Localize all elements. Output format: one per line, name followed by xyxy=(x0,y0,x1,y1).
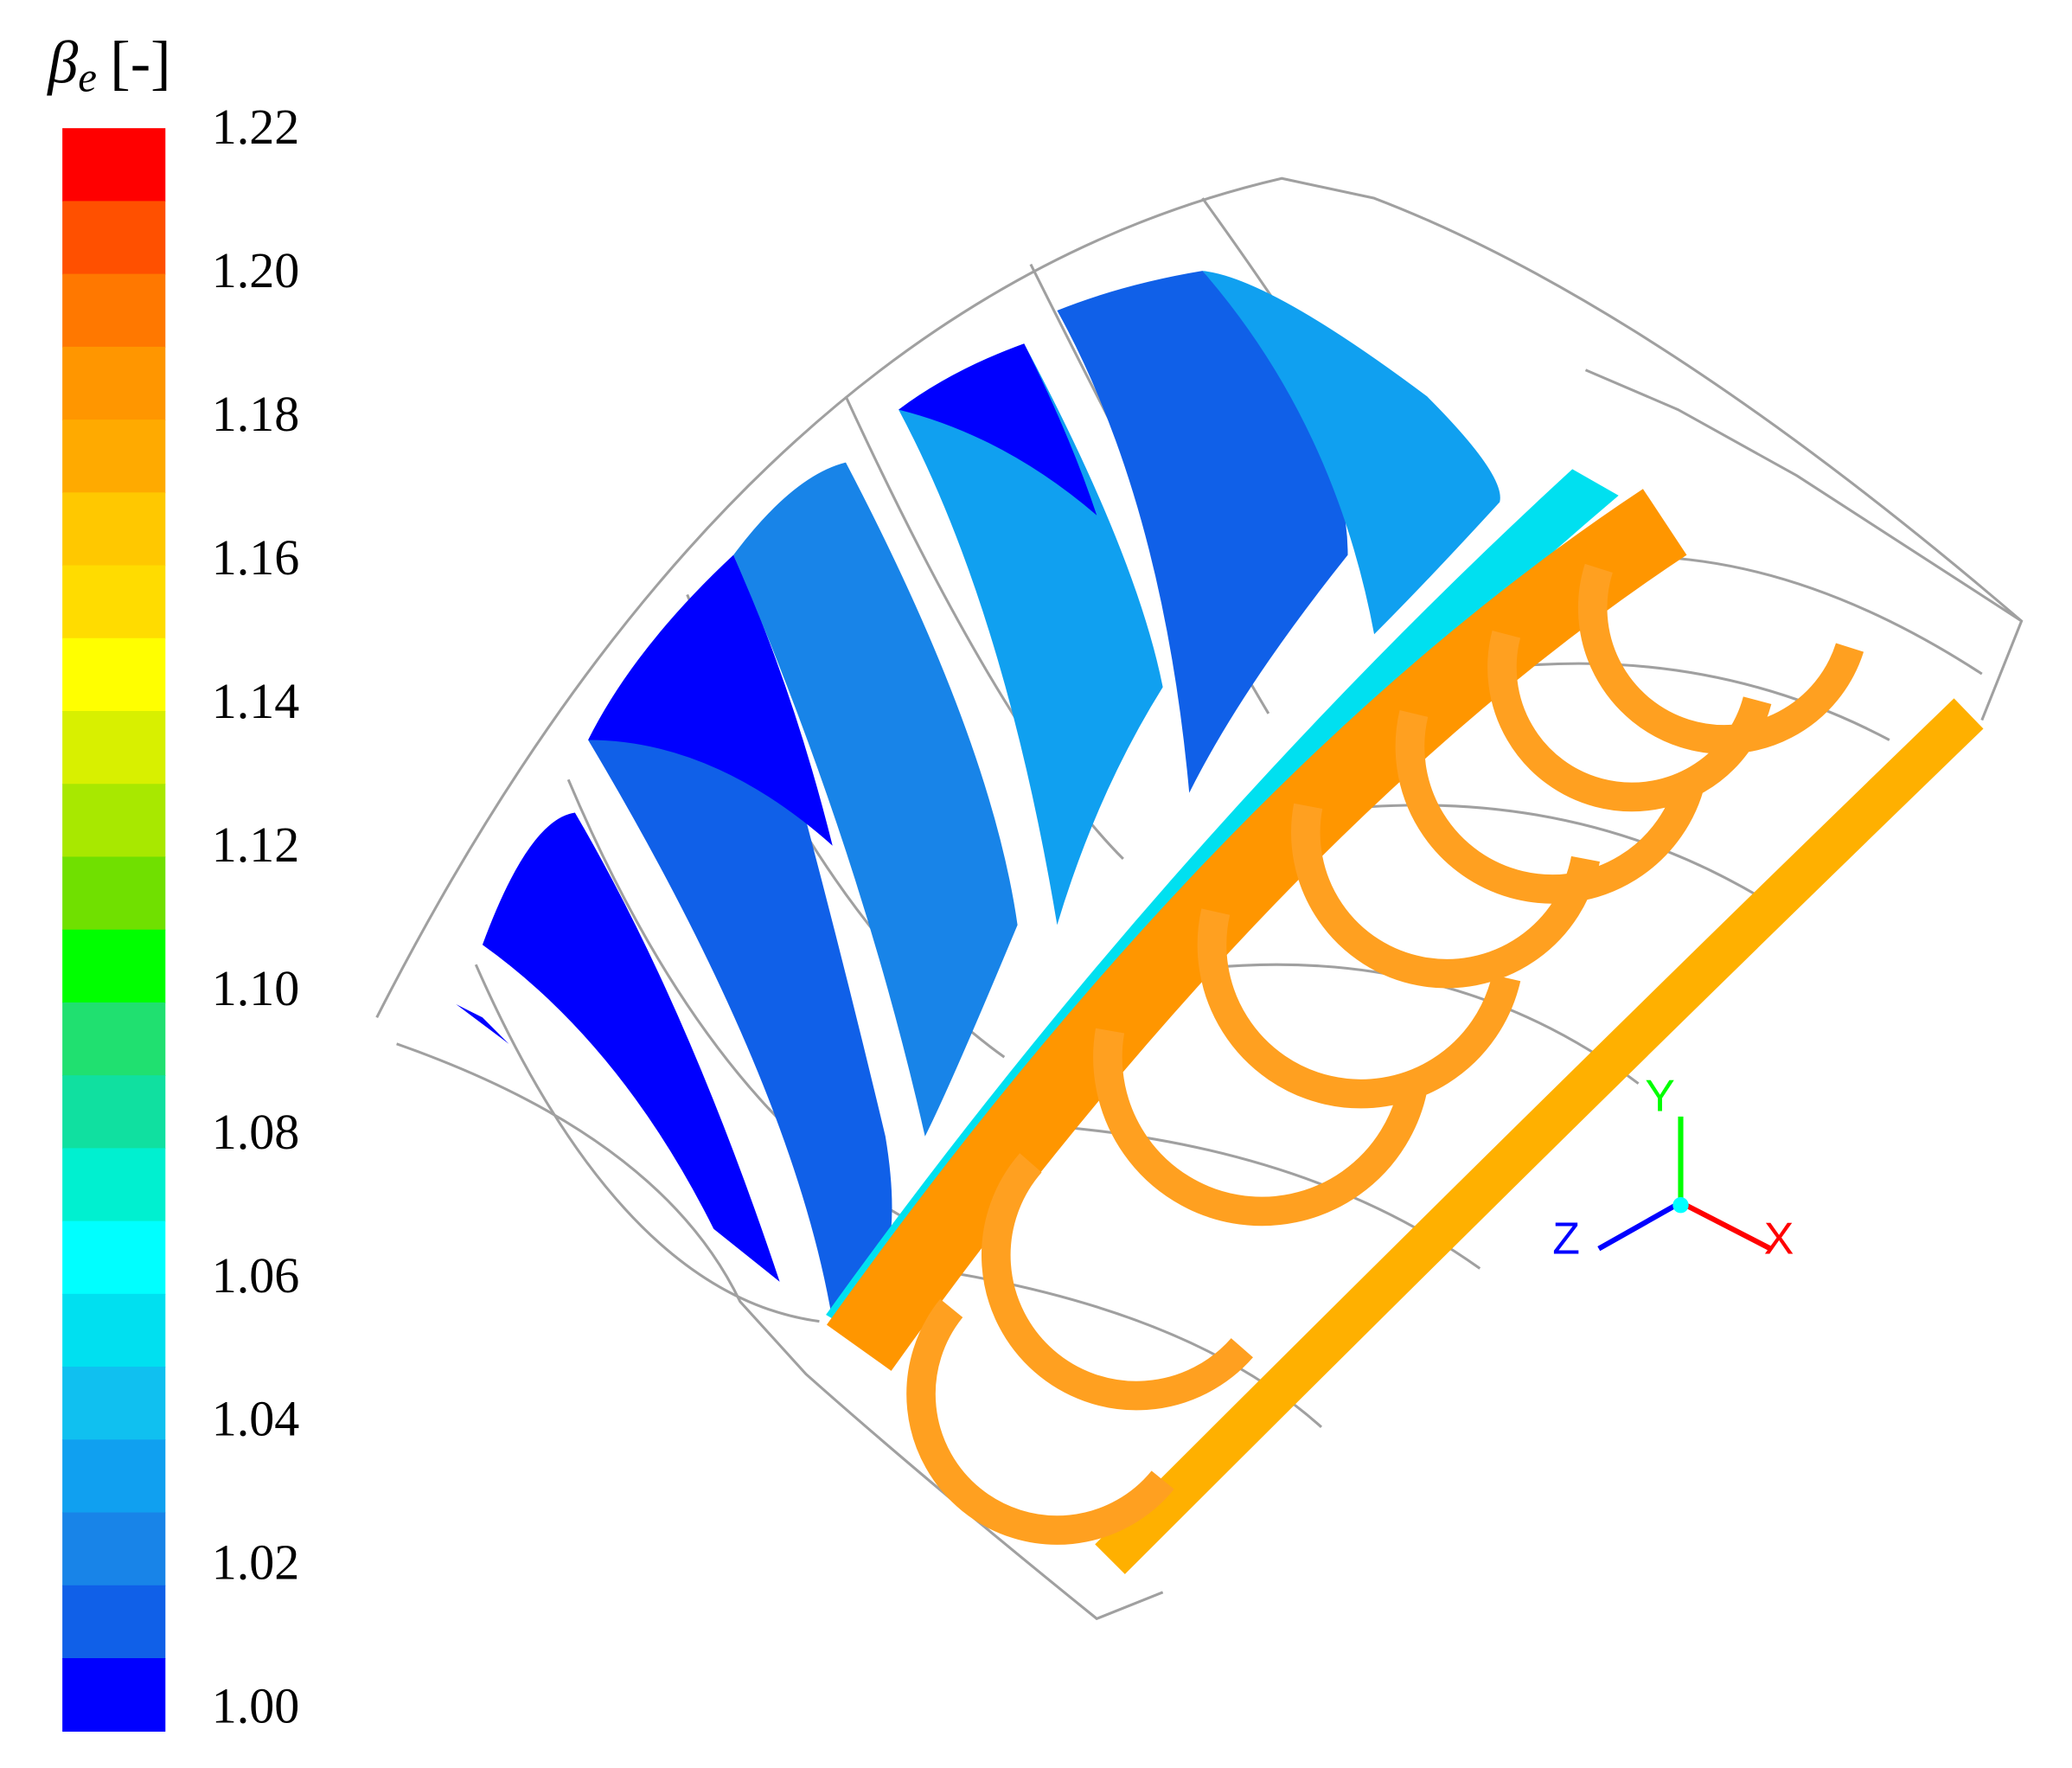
title-symbol: β xyxy=(46,29,78,97)
color-band xyxy=(62,492,166,567)
rotor-shroud xyxy=(1095,698,1984,1574)
color-band xyxy=(62,565,166,639)
color-band xyxy=(62,1293,166,1368)
color-band xyxy=(62,128,166,202)
color-band xyxy=(62,346,166,420)
rotor-blade xyxy=(1093,1028,1429,1227)
color-band xyxy=(62,856,166,931)
rotor-hub xyxy=(827,489,1687,1371)
color-band xyxy=(62,420,166,494)
tick-label: 1.02 xyxy=(212,1534,300,1591)
passage xyxy=(1202,271,1500,635)
passage xyxy=(456,1004,509,1044)
color-band xyxy=(62,1367,166,1441)
color-band xyxy=(62,201,166,275)
color-band xyxy=(62,1512,166,1586)
color-band xyxy=(62,1148,166,1222)
color-band xyxy=(62,1585,166,1659)
color-band xyxy=(62,1075,166,1150)
rotor-blade xyxy=(1395,710,1706,904)
rotor-blade xyxy=(981,1153,1253,1411)
title-subscript: e xyxy=(78,54,97,101)
color-band xyxy=(62,1002,166,1076)
colorbar xyxy=(62,128,166,1732)
color-band xyxy=(62,711,166,785)
rotor-blade xyxy=(1291,803,1601,989)
tick-label: 1.08 xyxy=(212,1104,300,1160)
title-unit: [-] xyxy=(110,29,170,97)
color-band xyxy=(62,637,166,712)
z-axis-arrow xyxy=(1597,1200,1682,1252)
passage xyxy=(482,812,780,1282)
color-band xyxy=(62,273,166,348)
color-band xyxy=(62,1220,166,1295)
x-axis-arrow xyxy=(1679,1200,1772,1252)
tick-label: 1.04 xyxy=(212,1391,300,1447)
color-band xyxy=(62,784,166,858)
rotor-blade xyxy=(1577,563,1864,754)
tick-label: 1.16 xyxy=(212,529,300,586)
passage xyxy=(588,554,833,846)
passage xyxy=(899,343,1097,516)
passage xyxy=(1057,271,1348,793)
axes-triad: Y X Z xyxy=(1552,1072,1794,1265)
casing-arc xyxy=(375,176,2024,1018)
rotor-ring xyxy=(827,489,1984,1574)
tick-label: 1.20 xyxy=(212,242,300,298)
tick-label: 1.12 xyxy=(212,817,300,873)
x-axis-label: X xyxy=(1764,1214,1794,1265)
color-band xyxy=(62,1657,166,1732)
color-band xyxy=(62,929,166,1003)
tick-label: 1.14 xyxy=(212,673,300,729)
blade-outlines xyxy=(474,197,1429,1323)
tick-label: 1.00 xyxy=(212,1678,300,1734)
passage xyxy=(733,462,1018,1137)
tick-label: 1.06 xyxy=(212,1247,300,1304)
rotor-blade xyxy=(906,1298,1174,1545)
tick-label: 1.10 xyxy=(212,960,300,1016)
tick-label: 1.18 xyxy=(212,386,300,442)
colorbar-ticks: 1.22 1.20 1.18 1.16 1.14 1.12 1.10 1.08 1.06 1.04… xyxy=(212,99,300,1734)
rotor-blade xyxy=(1197,908,1521,1109)
hub-arc xyxy=(396,1042,1164,1621)
y-axis-label: Y xyxy=(1645,1072,1675,1122)
tick-label: 1.22 xyxy=(212,99,300,155)
origin xyxy=(1672,1197,1689,1214)
color-band xyxy=(62,1439,166,1514)
rotor-blade xyxy=(1487,631,1772,812)
passage xyxy=(899,343,1163,926)
z-axis-label: Z xyxy=(1552,1214,1580,1265)
colorbar-title: βe [-] xyxy=(46,29,170,101)
